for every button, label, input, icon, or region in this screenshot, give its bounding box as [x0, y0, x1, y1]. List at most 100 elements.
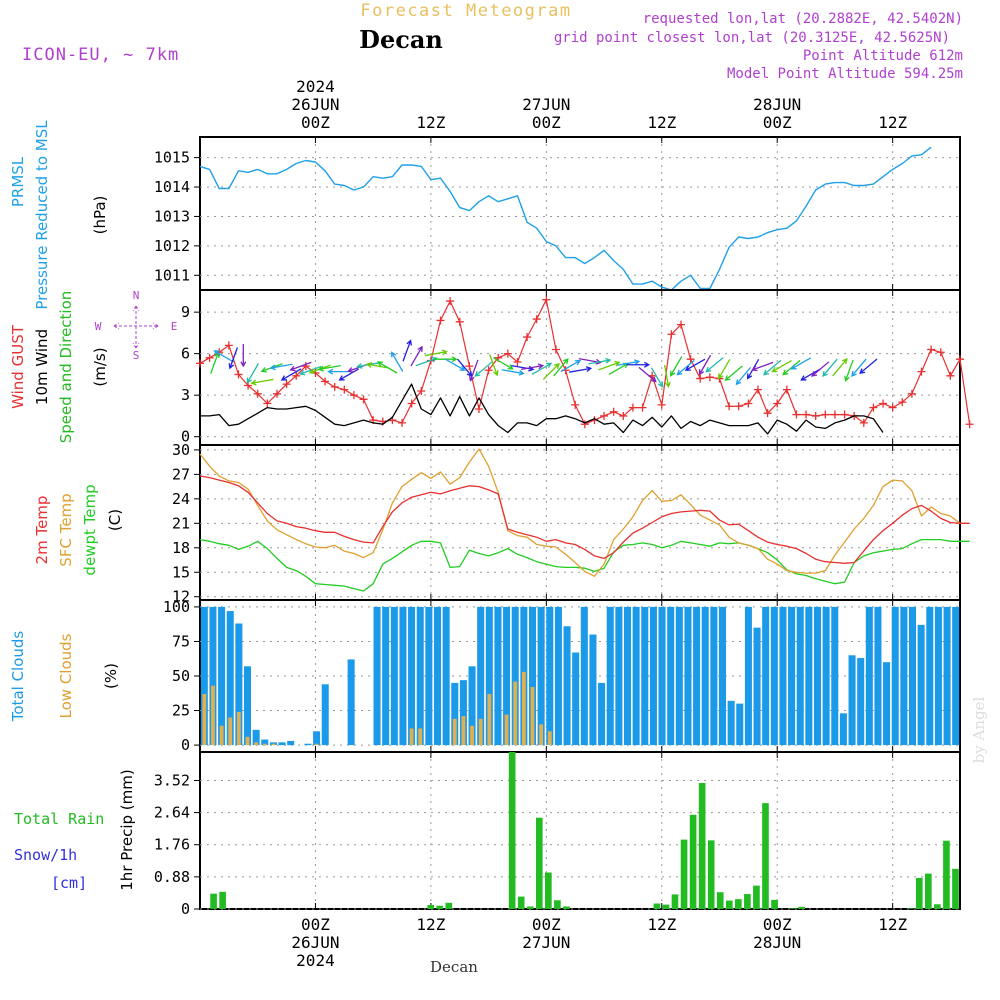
wind-direction-arrow: [844, 359, 854, 382]
low-cloud-bar: [487, 693, 492, 746]
total-cloud-bar: [554, 606, 562, 746]
total-cloud-bar: [399, 606, 407, 746]
low-cloud-bar: [228, 717, 233, 746]
time-label-top: 00Z: [763, 113, 792, 132]
total-cloud-bar: [494, 606, 502, 746]
total-cloud-bar: [373, 606, 381, 746]
wind-direction-arrow: [489, 354, 499, 377]
gust-marker: [638, 403, 647, 412]
total-cloud-bar: [865, 606, 873, 746]
time-label-bottom: 28JUN: [753, 933, 801, 952]
total-cloud-bar: [321, 684, 329, 746]
rain-bar: [545, 872, 552, 909]
gust-marker: [956, 355, 964, 364]
rain-bar: [671, 894, 679, 909]
gust-marker: [965, 420, 974, 429]
footer-location: Decan: [430, 958, 478, 976]
total-cloud-bar: [710, 606, 718, 746]
wind-direction-arrow: [299, 365, 322, 376]
rain-bar: [762, 803, 769, 909]
panel-clouds: 0 25 50 75 100: [163, 598, 961, 754]
rain-bar: [906, 908, 914, 909]
time-label-top: 00Z: [532, 113, 561, 132]
total-cloud-bar: [684, 606, 692, 746]
gust-marker: [282, 380, 291, 389]
rain-bar: [219, 891, 226, 909]
gust-marker: [523, 333, 532, 342]
wind-direction-arrow: [410, 345, 423, 367]
gust-marker: [811, 411, 820, 420]
total-cloud-bar: [753, 627, 761, 746]
time-label-top: 28JUN: [753, 95, 801, 114]
total-cloud-bar: [779, 606, 787, 746]
panel-frame: [199, 444, 961, 601]
gust-marker: [609, 407, 618, 416]
total-cloud-bar: [900, 606, 908, 746]
rain-bar: [735, 899, 742, 909]
gust-marker: [292, 371, 301, 380]
wind-direction-arrow: [724, 365, 743, 381]
rain-bar: [535, 817, 543, 909]
y-tick-label: 0.88: [154, 868, 190, 886]
gust-marker: [898, 398, 907, 407]
gust-marker: [888, 403, 897, 412]
wind-10m-line: [200, 383, 884, 435]
total-cloud-bar: [831, 606, 839, 746]
time-label-top: 26JUN: [291, 95, 339, 114]
compass-rose: N W E S: [95, 289, 178, 362]
gust-marker: [253, 389, 262, 398]
gust-marker: [686, 355, 695, 364]
rain-bar: [445, 902, 453, 909]
panel-frame: [199, 136, 961, 291]
wind-10m-label: 10m Wind: [33, 329, 51, 405]
gust-marker: [725, 402, 734, 411]
time-label-bottom: 12Z: [647, 915, 676, 934]
temp-2m-line: [199, 475, 970, 564]
y-tick-label: 21: [172, 514, 190, 532]
total-cloud-bar: [226, 611, 234, 746]
total-cloud-bar: [278, 742, 286, 746]
gust-marker: [821, 410, 830, 419]
low-cloud-bar: [219, 725, 224, 746]
gust-marker: [917, 367, 926, 376]
wind-direction-arrow: [617, 359, 641, 366]
y-tick-label: 1012: [154, 237, 190, 255]
total-cloud-bar: [632, 606, 640, 746]
rain-bar: [707, 840, 715, 909]
y-tick-label: 15: [172, 563, 190, 581]
rain-bar: [563, 906, 570, 909]
low-cloud-bar: [418, 728, 423, 746]
y-tick-label: 12: [172, 588, 190, 606]
rain-bar: [798, 906, 805, 909]
gust-marker: [340, 385, 349, 394]
total-cloud-bar: [408, 606, 416, 746]
wind-direction-arrow: [338, 368, 359, 381]
sfc-temp-label: SFC Temp: [57, 493, 75, 566]
time-label-bottom: 00Z: [763, 915, 792, 934]
total-cloud-bar: [598, 682, 606, 746]
total-cloud-bar: [658, 606, 666, 746]
wind-direction-arrow: [240, 344, 247, 368]
low-cloud-bar: [452, 718, 457, 746]
time-label-bottom: 26JUN: [291, 933, 339, 952]
y-tick-label: 3: [181, 386, 190, 404]
wind-direction-arrow: [327, 368, 351, 375]
total-cloud-bar: [477, 606, 485, 746]
y-tick-label: 1.76: [154, 836, 190, 854]
wind-direction-arrow: [705, 357, 724, 373]
low-cloud-bar: [513, 681, 518, 746]
gust-marker: [417, 387, 426, 396]
gust-marker: [224, 341, 233, 350]
y-tick-label: 1014: [154, 178, 190, 196]
total-cloud-bar: [623, 606, 632, 746]
total-cloud-bar: [209, 606, 217, 746]
rain-label: Total Rain: [14, 810, 104, 828]
gust-marker: [263, 399, 272, 408]
panel-frame: [199, 289, 961, 446]
low-cloud-bar: [539, 724, 544, 746]
gust-marker: [628, 403, 637, 412]
total-cloud-bar: [727, 700, 735, 746]
wind-direction-arrow: [365, 361, 389, 369]
gust-marker: [465, 362, 474, 371]
time-label-bottom: 00Z: [301, 915, 330, 934]
